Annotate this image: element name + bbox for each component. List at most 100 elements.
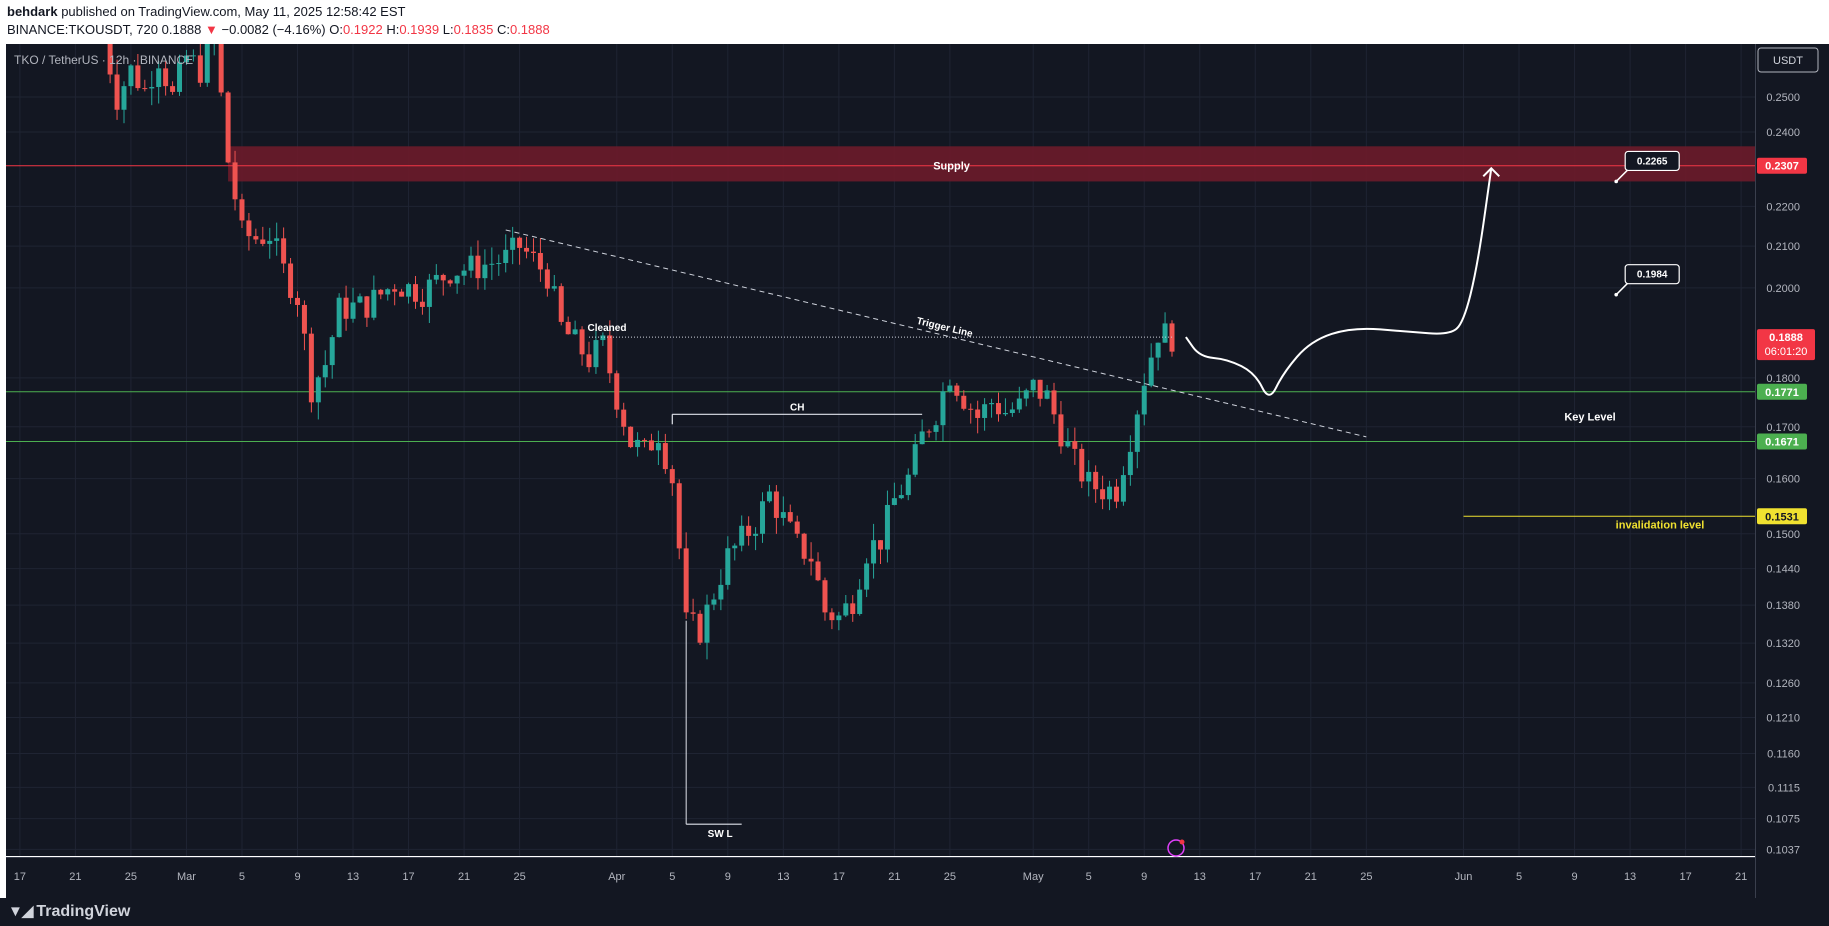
candle-body bbox=[982, 404, 988, 418]
candle-body bbox=[170, 86, 176, 92]
countdown-label: 06:01:20 bbox=[1765, 346, 1808, 358]
candle-body bbox=[1100, 489, 1106, 500]
supply-price-tag: 0.2307 bbox=[1765, 161, 1799, 173]
trigger-trendline bbox=[505, 229, 1367, 438]
chart-header: behdark published on TradingView.com, Ma… bbox=[0, 0, 1829, 44]
cleaned-label: Cleaned bbox=[588, 323, 627, 334]
candle-body bbox=[149, 86, 155, 89]
candle-body bbox=[225, 92, 231, 163]
projection-path bbox=[1185, 168, 1493, 396]
time-tick-label: Jun bbox=[1455, 871, 1473, 883]
candle-body bbox=[399, 291, 405, 297]
time-tick-label: 21 bbox=[69, 871, 81, 883]
candle-body bbox=[1023, 390, 1029, 399]
candle-body bbox=[350, 302, 356, 319]
price-tick-label: 0.2500 bbox=[1766, 92, 1800, 104]
candle-body bbox=[787, 512, 793, 522]
time-tick-label: 9 bbox=[294, 871, 300, 883]
candle-body bbox=[440, 274, 446, 281]
candle-body bbox=[163, 68, 169, 87]
candle-body bbox=[308, 333, 314, 403]
candle-body bbox=[364, 296, 370, 318]
callout-dot bbox=[1614, 179, 1618, 184]
candle-body bbox=[926, 431, 932, 433]
price-tick-label: 0.1160 bbox=[1767, 749, 1800, 761]
candle-body bbox=[156, 68, 162, 87]
candle-body bbox=[586, 354, 592, 368]
footer-bar: ▼◢ TradingView bbox=[0, 898, 1829, 926]
candle-body bbox=[940, 391, 946, 426]
ohlc-line: BINANCE:TKOUSDT, 720 0.1888 ▼ −0.0082 (−… bbox=[7, 22, 550, 37]
tradingview-logo-icon: ▼◢ bbox=[8, 903, 33, 920]
candle-body bbox=[343, 297, 349, 319]
candle-body bbox=[822, 580, 828, 613]
time-tick-label: 5 bbox=[1086, 871, 1092, 883]
candle-body bbox=[114, 74, 120, 110]
candle-body bbox=[537, 253, 543, 270]
candle-body bbox=[1093, 471, 1099, 490]
invalidation-price-tag: 0.1531 bbox=[1765, 511, 1799, 523]
candle-body bbox=[371, 289, 377, 318]
candle-body bbox=[128, 65, 134, 87]
candle-body bbox=[565, 321, 571, 335]
candle-body bbox=[489, 263, 495, 265]
time-tick-label: 21 bbox=[1305, 871, 1317, 883]
time-tick-label: 21 bbox=[458, 871, 470, 883]
time-tick-label: 9 bbox=[725, 871, 731, 883]
price-tick-label: 0.2400 bbox=[1766, 127, 1800, 139]
candle-body bbox=[961, 395, 967, 409]
time-axis-ticks: 17 21 25 Mar 5 9 13 17 21 25 Apr 5 9 13 17 21 25 May 5 9 13 1… bbox=[14, 871, 1747, 883]
candle-body bbox=[288, 263, 294, 298]
tradingview-logo[interactable]: ▼◢ TradingView bbox=[8, 902, 130, 921]
candle-body bbox=[107, 44, 113, 75]
close-value: 0.1888 bbox=[509, 22, 550, 37]
candle-body bbox=[815, 561, 821, 581]
candle-body bbox=[315, 377, 321, 403]
candle-body bbox=[933, 425, 939, 432]
candle-body bbox=[406, 284, 412, 297]
candles bbox=[107, 44, 1175, 660]
candle-body bbox=[142, 88, 148, 90]
time-tick-label: Apr bbox=[608, 871, 625, 883]
candle-body bbox=[177, 62, 183, 92]
candle-body bbox=[1051, 390, 1057, 415]
high-label: H: bbox=[386, 22, 400, 37]
candle-body bbox=[1155, 342, 1161, 358]
candle-body bbox=[760, 501, 766, 534]
candle-body bbox=[558, 286, 564, 322]
candle-body bbox=[281, 238, 287, 264]
price-tick-label: 0.1380 bbox=[1766, 600, 1800, 612]
currency-button bbox=[1757, 47, 1819, 73]
candle-body bbox=[544, 269, 550, 289]
candle-body bbox=[329, 337, 335, 366]
candle-body bbox=[621, 409, 627, 427]
time-tick-label: 21 bbox=[888, 871, 900, 883]
candle-body bbox=[593, 340, 599, 368]
candle-body bbox=[1162, 323, 1168, 343]
candle-body bbox=[253, 236, 259, 240]
callout-box bbox=[1624, 150, 1680, 172]
publish-line: behdark published on TradingView.com, Ma… bbox=[7, 4, 405, 19]
open-label: O: bbox=[329, 22, 343, 37]
time-tick-label: 5 bbox=[1516, 871, 1522, 883]
price-tick-label: 0.2100 bbox=[1766, 241, 1800, 253]
price-chart[interactable]: Supply Key Level invalidation level Cleaned… bbox=[0, 44, 1829, 898]
invalidation-label: invalidation level bbox=[1616, 519, 1705, 531]
candle-body bbox=[995, 403, 1001, 415]
time-tick-label: Mar bbox=[177, 871, 196, 883]
candle-body bbox=[683, 548, 689, 613]
candle-body bbox=[669, 469, 675, 484]
candle-body bbox=[642, 439, 648, 441]
time-tick-label: 13 bbox=[1194, 871, 1206, 883]
supply-label: Supply bbox=[933, 161, 971, 173]
candle-body bbox=[496, 263, 502, 265]
author-name[interactable]: behdark bbox=[7, 4, 58, 19]
time-tick-label: 17 bbox=[14, 871, 26, 883]
candle-body bbox=[864, 563, 870, 590]
time-tick-label: May bbox=[1023, 871, 1044, 883]
candle-body bbox=[468, 255, 474, 271]
candle-body bbox=[808, 558, 814, 562]
supply-zone bbox=[228, 146, 1756, 182]
candle-body bbox=[239, 199, 245, 221]
candle-body bbox=[732, 545, 738, 549]
